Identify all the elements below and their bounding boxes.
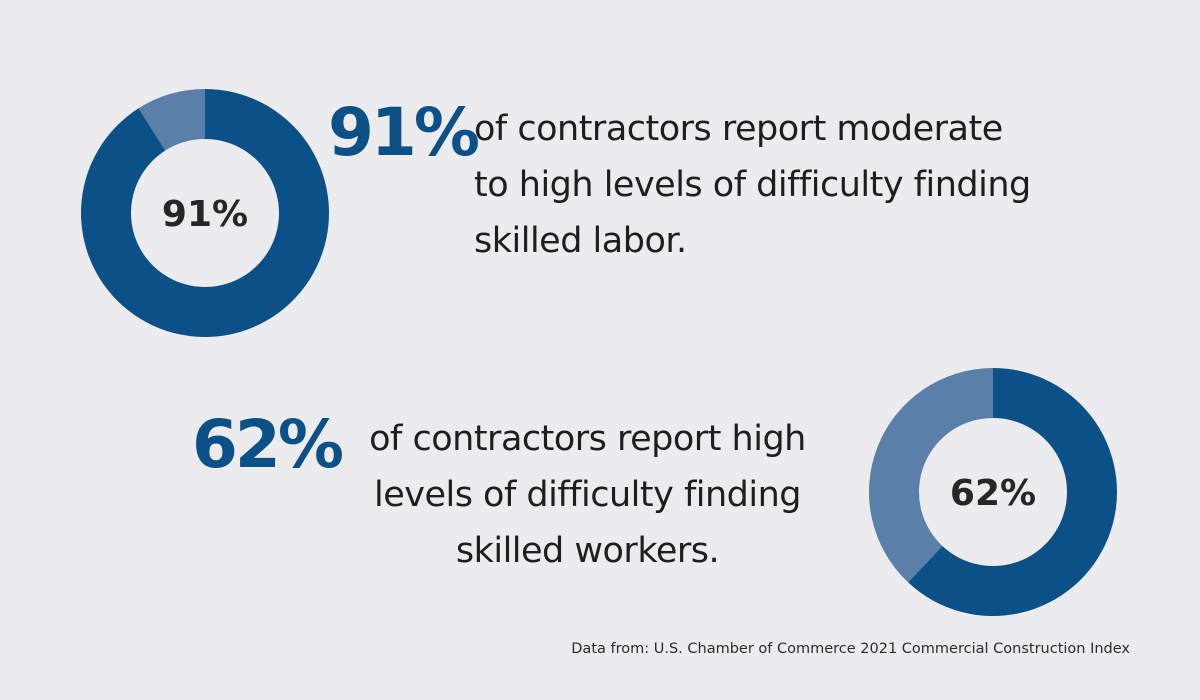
stat-91-description: of contractors report moderate to high l… (474, 101, 1031, 269)
stat-62-line-1: of contractors report high (369, 419, 806, 459)
stat-91-line-2: to high levels of difficulty finding (474, 165, 1031, 205)
donut-chart-91: 91% (80, 89, 329, 337)
stat-62-line-2: levels of difficulty finding (373, 475, 802, 515)
donut-91-primary-segment (80, 89, 329, 337)
donut-chart-62: 62% (869, 368, 1117, 616)
donut-62-primary-segment (908, 368, 1117, 616)
stat-62-description: of contractors report high levels of dif… (345, 411, 830, 579)
stat-91-line-3: skilled labor. (474, 221, 687, 261)
stat-62-value: 62% (192, 406, 344, 483)
stat-91-line-1: of contractors report moderate (474, 109, 1003, 149)
stat-62-line-3: skilled workers. (455, 531, 720, 571)
stat-91-value: 91% (328, 94, 480, 171)
donut-62-remainder-segment (869, 368, 993, 583)
source-note: Data from: U.S. Chamber of Commerce 2021… (571, 641, 1130, 657)
donut-62-center-label: 62% (950, 473, 1036, 514)
donut-91-center-label: 91% (162, 194, 248, 235)
donut-91-remainder-segment (138, 89, 205, 151)
